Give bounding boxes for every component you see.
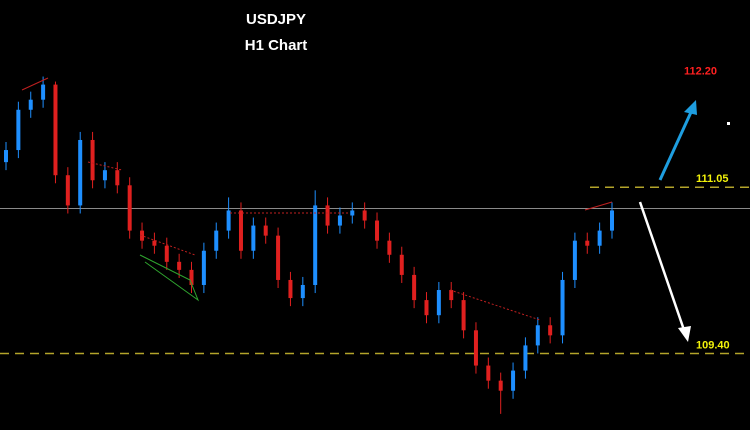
- candle-body: [498, 380, 503, 391]
- candle-body: [337, 215, 342, 226]
- up-arrow-head: [684, 100, 697, 115]
- candle-body: [424, 300, 429, 316]
- candle-body: [115, 170, 120, 186]
- candle-body: [214, 230, 219, 251]
- plot: 111.05 109.40 112.20: [0, 65, 750, 414]
- candle-body: [585, 240, 590, 246]
- candle-body: [238, 210, 243, 251]
- candle-body: [4, 150, 8, 163]
- candle-body: [610, 210, 614, 231]
- trend-line: [584, 201, 613, 211]
- candle-body: [350, 210, 355, 216]
- down-arrow: [638, 201, 686, 331]
- candle-body: [412, 274, 417, 301]
- down-arrow-head: [678, 326, 691, 342]
- candle-body: [300, 284, 305, 299]
- candle-body: [486, 365, 491, 381]
- candle-body: [41, 84, 46, 100]
- candle-body: [140, 230, 145, 241]
- candle-body: [548, 325, 553, 336]
- candle-body: [164, 245, 169, 262]
- candle-body: [560, 279, 565, 336]
- candle-body: [16, 109, 21, 151]
- candle-body: [263, 225, 268, 236]
- candle-body: [90, 139, 95, 181]
- candle-body: [127, 185, 132, 231]
- candle-body: [597, 230, 602, 246]
- candle-body: [313, 205, 318, 285]
- candle-body: [28, 99, 33, 110]
- candle-body: [201, 250, 206, 285]
- candle-body: [511, 370, 516, 391]
- candle-body: [523, 345, 528, 371]
- candle-body: [189, 269, 194, 285]
- candle-body: [102, 170, 107, 181]
- chart-subtitle: H1 Chart: [245, 37, 308, 54]
- candle-body: [399, 254, 404, 275]
- candle-body: [152, 240, 157, 246]
- trend-line: [87, 161, 123, 171]
- candle-body: [461, 300, 466, 331]
- candle-body: [65, 175, 70, 206]
- candle-body: [535, 325, 540, 346]
- candle-body: [288, 279, 293, 299]
- trend-line: [139, 234, 196, 256]
- candle-body: [362, 210, 367, 221]
- candle-body: [375, 220, 380, 241]
- candle-body: [449, 290, 454, 301]
- candle-body: [177, 261, 182, 270]
- pattern-line: [139, 254, 200, 302]
- candle-body: [325, 205, 330, 226]
- candle-body: [226, 210, 231, 231]
- trend-line: [21, 77, 49, 91]
- candle-body: [53, 84, 58, 176]
- candle-body: [276, 235, 281, 280]
- level-label: 109.40: [696, 339, 730, 351]
- up-arrow: [658, 109, 694, 181]
- chart-title: USDJPY: [246, 11, 306, 28]
- candle-body: [473, 330, 478, 366]
- dot: [727, 122, 730, 125]
- candle-body: [436, 290, 441, 316]
- candle-body: [387, 240, 392, 255]
- target-label: 112.20: [684, 65, 717, 77]
- candle-body: [572, 240, 577, 280]
- level-label: 111.05: [696, 173, 728, 185]
- candle-body: [251, 225, 256, 251]
- candle-body: [78, 139, 83, 206]
